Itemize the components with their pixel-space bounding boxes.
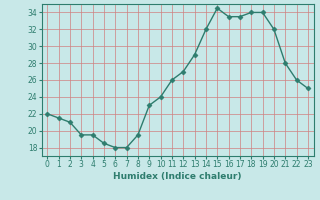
X-axis label: Humidex (Indice chaleur): Humidex (Indice chaleur) — [113, 172, 242, 181]
